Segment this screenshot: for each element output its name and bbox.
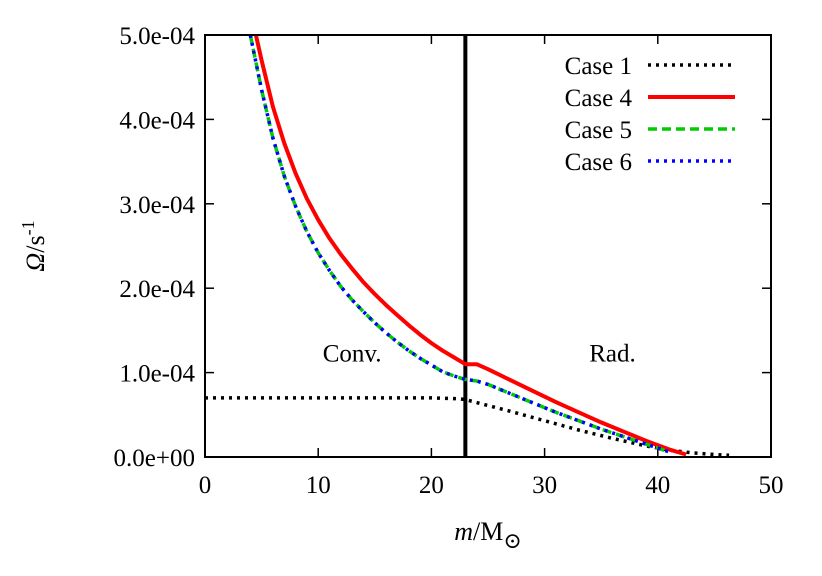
x-axis-label-unit: /M xyxy=(473,517,503,546)
series-lines xyxy=(205,35,730,457)
y-axis-label: Ω/s-1 xyxy=(18,220,50,271)
legend-label: Case 1 xyxy=(565,53,632,80)
y-tick-label: 2.0e-04 xyxy=(119,276,195,303)
x-tick-label: 40 xyxy=(645,472,670,499)
y-tick-label: 3.0e-04 xyxy=(119,192,195,219)
y-axis-label-var: Ω xyxy=(21,253,50,272)
plot-frame xyxy=(204,34,772,458)
y-tick-label: 5.0e-04 xyxy=(119,23,195,50)
series-line-case-4 xyxy=(253,35,687,457)
x-axis-label: m/M⊙ xyxy=(454,517,522,553)
y-tick-label: 0.0e+00 xyxy=(114,445,195,472)
x-tick-label: 50 xyxy=(759,472,784,499)
legend: Case 1 Case 4 Case 5 Case 6 xyxy=(565,53,735,176)
region-annotation: Conv. xyxy=(323,341,382,368)
region-annotation: Rad. xyxy=(589,341,636,368)
legend-label: Case 6 xyxy=(565,149,632,176)
legend-label: Case 5 xyxy=(565,117,632,144)
y-axis-label-sup: -1 xyxy=(18,220,38,235)
x-axis-label-sub: ⊙ xyxy=(503,528,521,553)
x-tick-label: 10 xyxy=(306,472,331,499)
x-axis-label-var: m xyxy=(454,517,473,546)
y-tick-label: 1.0e-04 xyxy=(119,361,195,388)
y-axis-label-unit: /s xyxy=(21,235,50,252)
x-tick-label: 0 xyxy=(199,472,212,499)
y-tick-label: 4.0e-04 xyxy=(119,107,195,134)
x-tick-label: 20 xyxy=(419,472,444,499)
region-annotations: Conv. Rad. xyxy=(323,341,636,368)
x-tick-label: 30 xyxy=(532,472,557,499)
legend-label: Case 4 xyxy=(565,85,633,112)
axis-ticks: 0 10 20 30 40 50 0.0e+00 1.0e-04 2.0e-04 3.0e-04 4… xyxy=(114,23,784,499)
series-line-case-6 xyxy=(248,35,670,454)
